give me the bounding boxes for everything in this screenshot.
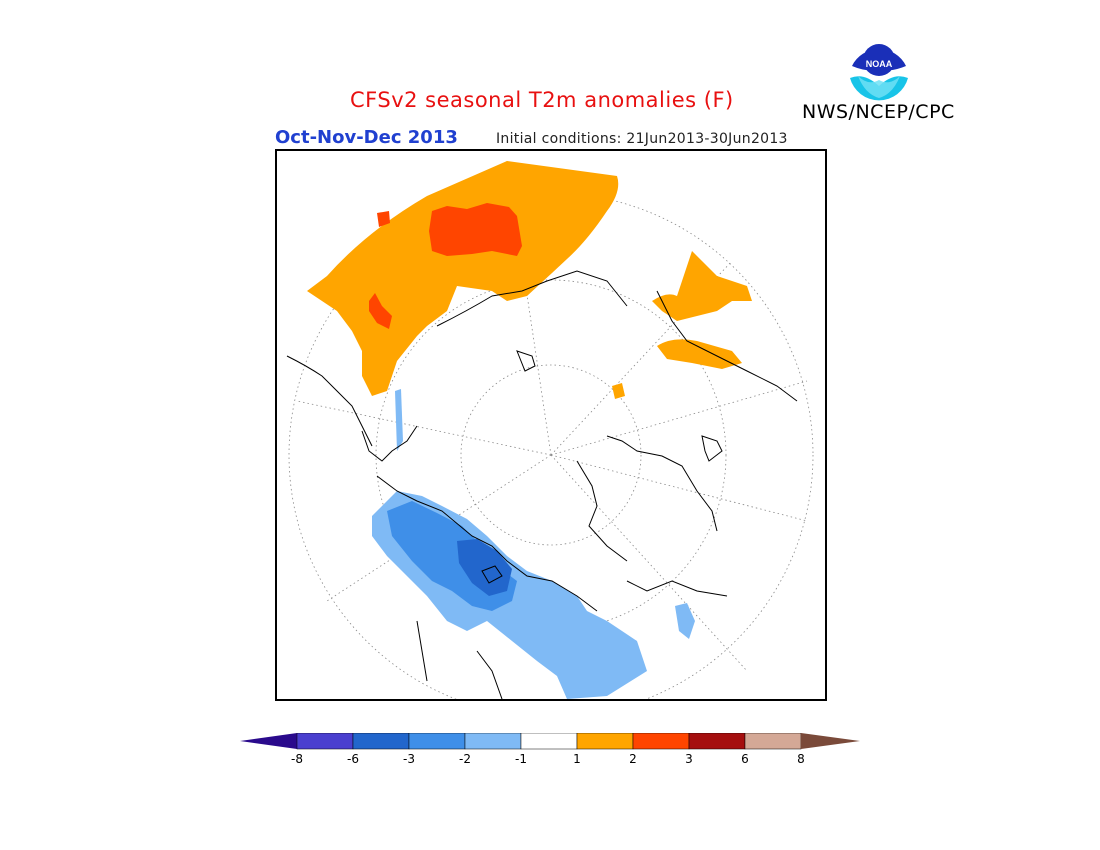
colorbar-seg-8 [744,732,802,750]
colorbar-label: -2 [459,752,471,766]
colorbar-label: -6 [347,752,359,766]
colorbar-label: 3 [685,752,693,766]
colorbar-high-arrow [801,733,860,749]
cool-anomaly-canada [675,603,695,639]
hot-anomaly-west [369,293,392,329]
colorbar-seg-7 [688,732,746,750]
colorbar-seg-0 [296,732,354,750]
colorbar-label: 6 [741,752,749,766]
colorbar-seg-1 [352,732,410,750]
noaa-logo-icon: NOAA [848,42,910,108]
colorbar-label: 1 [573,752,581,766]
coastlines [286,270,798,699]
colorbar-seg-3 [464,732,522,750]
warm-anomaly-siberia [307,161,619,396]
initial-conditions-label: Initial conditions: 21Jun2013-30Jun2013 [496,131,788,147]
colorbar-seg-2 [408,732,466,750]
cold-anomaly-europe-core [457,539,512,596]
hot-anomaly-small-1 [377,211,390,227]
warm-anomaly-alaska [652,251,752,321]
colorbar-label: -3 [403,752,415,766]
polar-map [275,149,827,701]
colorbar-label: -8 [291,752,303,766]
warm-anomaly-alaska-south [657,339,742,369]
colorbar [240,732,860,757]
colorbar-seg-5 [576,732,634,750]
agency-label: NWS/NCEP/CPC [802,101,955,123]
colorbar-seg-6 [632,732,690,750]
colorbar-label: 2 [629,752,637,766]
colorbar-label: 8 [797,752,805,766]
warm-anomaly-speck [612,383,625,399]
noaa-logo-text: NOAA [866,59,893,69]
colorbar-low-arrow [240,733,297,749]
colorbar-label: -1 [515,752,527,766]
cool-anomaly-north-atlantic [395,389,403,451]
season-label: Oct-Nov-Dec 2013 [275,127,458,148]
hot-anomaly-siberia-core [429,203,522,256]
colorbar-seg-4 [520,732,578,750]
chart-title-text: CFSv2 seasonal T2m anomalies (F) [350,88,734,112]
